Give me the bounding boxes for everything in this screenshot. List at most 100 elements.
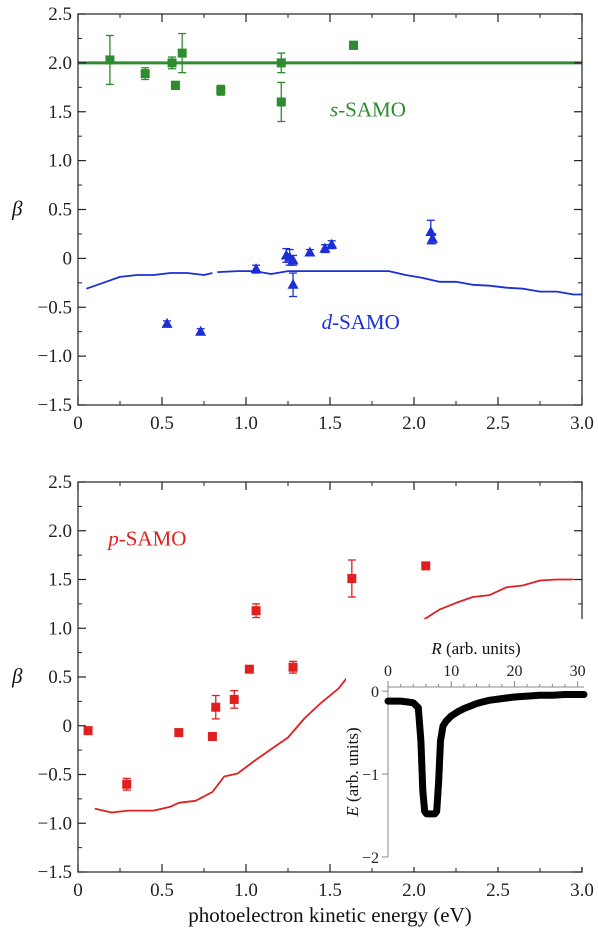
inset-y-tick-label: −1: [362, 767, 379, 784]
inset-x-label: R (arb. units): [430, 639, 520, 658]
data-point: [349, 40, 359, 50]
bottom-panel: 0 0.5 1.0 1.5 2.0 2.5 3.0 −1.5 −1.0 −0.5 0 0.5 1.0 1.…: [11, 472, 594, 927]
x-tick-label: 2.0: [402, 880, 426, 901]
data-point: [140, 67, 150, 81]
data-point: [244, 664, 254, 674]
y-axis-label: β: [11, 197, 23, 221]
triangle-marker: [250, 263, 262, 274]
square-marker: [276, 58, 286, 68]
data-point: [426, 232, 438, 245]
square-marker: [177, 48, 187, 58]
triangle-marker: [304, 246, 316, 257]
annotation-text: -SAMO: [338, 98, 406, 122]
inset-x-tick-label: 30: [570, 663, 586, 680]
y-axis-label: β: [11, 664, 23, 688]
square-marker: [251, 606, 261, 616]
x-tick-label: 1.0: [234, 413, 258, 434]
data-point: [170, 80, 180, 90]
square-marker: [207, 731, 217, 741]
y-tick-label: −1.0: [38, 346, 72, 367]
annotation-text: -SAMO: [332, 310, 400, 334]
square-marker: [170, 80, 180, 90]
data-point: [304, 246, 316, 257]
inset-y-label-var: E: [343, 806, 362, 818]
square-marker: [122, 779, 132, 789]
data-point: [287, 254, 299, 266]
data-point: [105, 34, 115, 86]
x-tick-label: 3.0: [570, 413, 594, 434]
x-tick-label: 0.5: [150, 413, 174, 434]
series-line-0: [94, 578, 574, 814]
series-annotation: d-SAMO: [322, 310, 400, 334]
inset-x-tick-label: 0: [384, 663, 392, 680]
series-annotation: s-SAMO: [330, 98, 406, 122]
square-marker: [211, 702, 221, 712]
data-point: [122, 777, 132, 791]
data-point: [326, 238, 338, 250]
data-point: [177, 32, 187, 74]
triangle-marker: [287, 254, 299, 265]
square-marker: [229, 694, 239, 704]
annotation-italic: d: [322, 310, 333, 334]
data-point: [287, 272, 299, 298]
triangle-marker: [161, 317, 173, 328]
y-tick-label: 0: [63, 248, 73, 269]
data-point: [421, 561, 431, 571]
annotation-italic: s: [330, 98, 338, 122]
square-marker: [83, 726, 93, 736]
x-tick-label: 1.0: [234, 880, 258, 901]
y-tick-label: 0.5: [48, 667, 72, 688]
triangle-marker: [426, 232, 438, 243]
triangle-marker: [287, 278, 299, 289]
square-marker: [140, 69, 150, 79]
y-tick-label: 1.5: [48, 102, 72, 123]
inset-x-label-unit: (arb. units): [442, 639, 521, 658]
data-point: [229, 690, 239, 709]
annotation-italic: p: [106, 526, 119, 550]
x-tick-label: 2.5: [486, 413, 510, 434]
y-tick-label: −1.0: [38, 813, 72, 834]
x-tick-label: 0: [73, 413, 83, 434]
triangle-marker: [319, 242, 331, 253]
triangle-marker: [195, 325, 207, 336]
data-point: [276, 81, 286, 123]
square-marker: [244, 664, 254, 674]
x-tick-label: 2.0: [402, 413, 426, 434]
data-point: [161, 317, 173, 328]
data-point: [167, 56, 177, 70]
data-point: [288, 660, 298, 674]
square-marker: [347, 574, 357, 584]
square-marker: [288, 662, 298, 672]
series-line-2: [217, 270, 582, 296]
square-marker: [174, 728, 184, 738]
y-tick-label: 0.5: [48, 200, 72, 221]
triangle-marker: [326, 238, 338, 249]
y-tick-label: 1.0: [48, 618, 72, 639]
x-axis-label: photoelectron kinetic energy (eV): [188, 903, 472, 927]
y-tick-label: 1.0: [48, 151, 72, 172]
y-tick-label: 2.5: [48, 4, 72, 25]
square-marker: [216, 85, 226, 95]
x-tick-label: 0: [73, 880, 83, 901]
y-tick-label: −1.5: [38, 862, 72, 883]
y-tick-label: −0.5: [38, 297, 72, 318]
potential-curve: [384, 691, 588, 818]
data-point: [250, 263, 262, 274]
inset-background: [346, 619, 594, 867]
data-point: [216, 84, 226, 96]
x-tick-label: 3.0: [570, 880, 594, 901]
square-marker: [276, 97, 286, 107]
data-point: [207, 731, 217, 741]
data-point: [347, 559, 357, 598]
inset: 0 10 20 300−1−2R (arb. units)E (arb. units): [343, 619, 594, 867]
data-point: [276, 52, 286, 74]
y-tick-label: −0.5: [38, 765, 72, 786]
square-marker: [105, 55, 115, 65]
data-point: [251, 603, 261, 619]
y-tick-label: 2.0: [48, 521, 72, 542]
annotation-text: -SAMO: [119, 526, 187, 550]
y-tick-label: 2.0: [48, 53, 72, 74]
data-point: [319, 242, 331, 254]
inset-y-tick-label: 0: [371, 684, 379, 701]
